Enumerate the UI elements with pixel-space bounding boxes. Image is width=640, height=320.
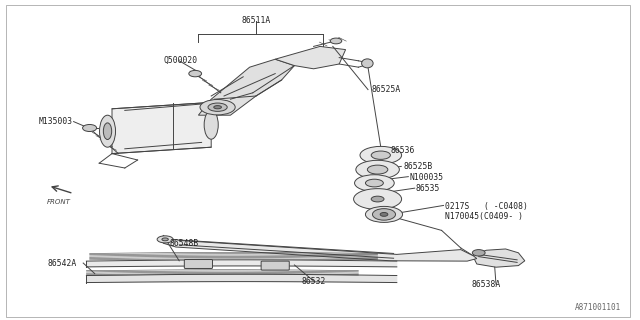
Text: 86542A: 86542A xyxy=(48,260,77,268)
Text: 86535: 86535 xyxy=(416,184,440,193)
Ellipse shape xyxy=(365,206,403,222)
Ellipse shape xyxy=(330,38,342,44)
Ellipse shape xyxy=(104,123,112,140)
Ellipse shape xyxy=(371,151,390,159)
Ellipse shape xyxy=(162,238,168,241)
Ellipse shape xyxy=(204,110,218,139)
Text: Q500020: Q500020 xyxy=(163,56,197,65)
Ellipse shape xyxy=(157,236,173,243)
Text: 86538A: 86538A xyxy=(472,280,501,289)
Ellipse shape xyxy=(356,160,399,179)
Text: N100035: N100035 xyxy=(410,173,444,182)
Ellipse shape xyxy=(83,124,97,132)
Text: 86525A: 86525A xyxy=(371,85,401,94)
Text: 86525B: 86525B xyxy=(403,162,433,171)
Circle shape xyxy=(472,250,485,256)
Ellipse shape xyxy=(371,196,384,202)
Text: 86511A: 86511A xyxy=(241,16,271,25)
Polygon shape xyxy=(275,46,346,69)
Circle shape xyxy=(380,212,388,216)
Ellipse shape xyxy=(214,106,221,109)
Polygon shape xyxy=(198,59,294,115)
Polygon shape xyxy=(163,235,477,261)
FancyBboxPatch shape xyxy=(261,261,289,270)
Text: A871001101: A871001101 xyxy=(575,303,621,312)
Polygon shape xyxy=(474,249,525,267)
Text: 86532: 86532 xyxy=(301,277,326,286)
Text: 0217S   ( -C0408): 0217S ( -C0408) xyxy=(445,202,527,211)
FancyBboxPatch shape xyxy=(184,260,212,268)
Text: 86536: 86536 xyxy=(390,146,415,155)
Ellipse shape xyxy=(355,175,394,191)
Text: FRONT: FRONT xyxy=(47,199,71,205)
Ellipse shape xyxy=(200,100,236,115)
Ellipse shape xyxy=(353,189,402,210)
Ellipse shape xyxy=(360,147,402,164)
Ellipse shape xyxy=(100,115,116,147)
Ellipse shape xyxy=(208,103,227,111)
Ellipse shape xyxy=(367,165,388,174)
Ellipse shape xyxy=(362,59,373,68)
Ellipse shape xyxy=(189,70,202,77)
Ellipse shape xyxy=(365,179,383,187)
Circle shape xyxy=(372,209,396,220)
Text: M135003: M135003 xyxy=(38,117,72,126)
Polygon shape xyxy=(112,102,211,154)
Text: 86548B: 86548B xyxy=(170,239,199,248)
Text: N170045(C0409- ): N170045(C0409- ) xyxy=(445,212,523,220)
